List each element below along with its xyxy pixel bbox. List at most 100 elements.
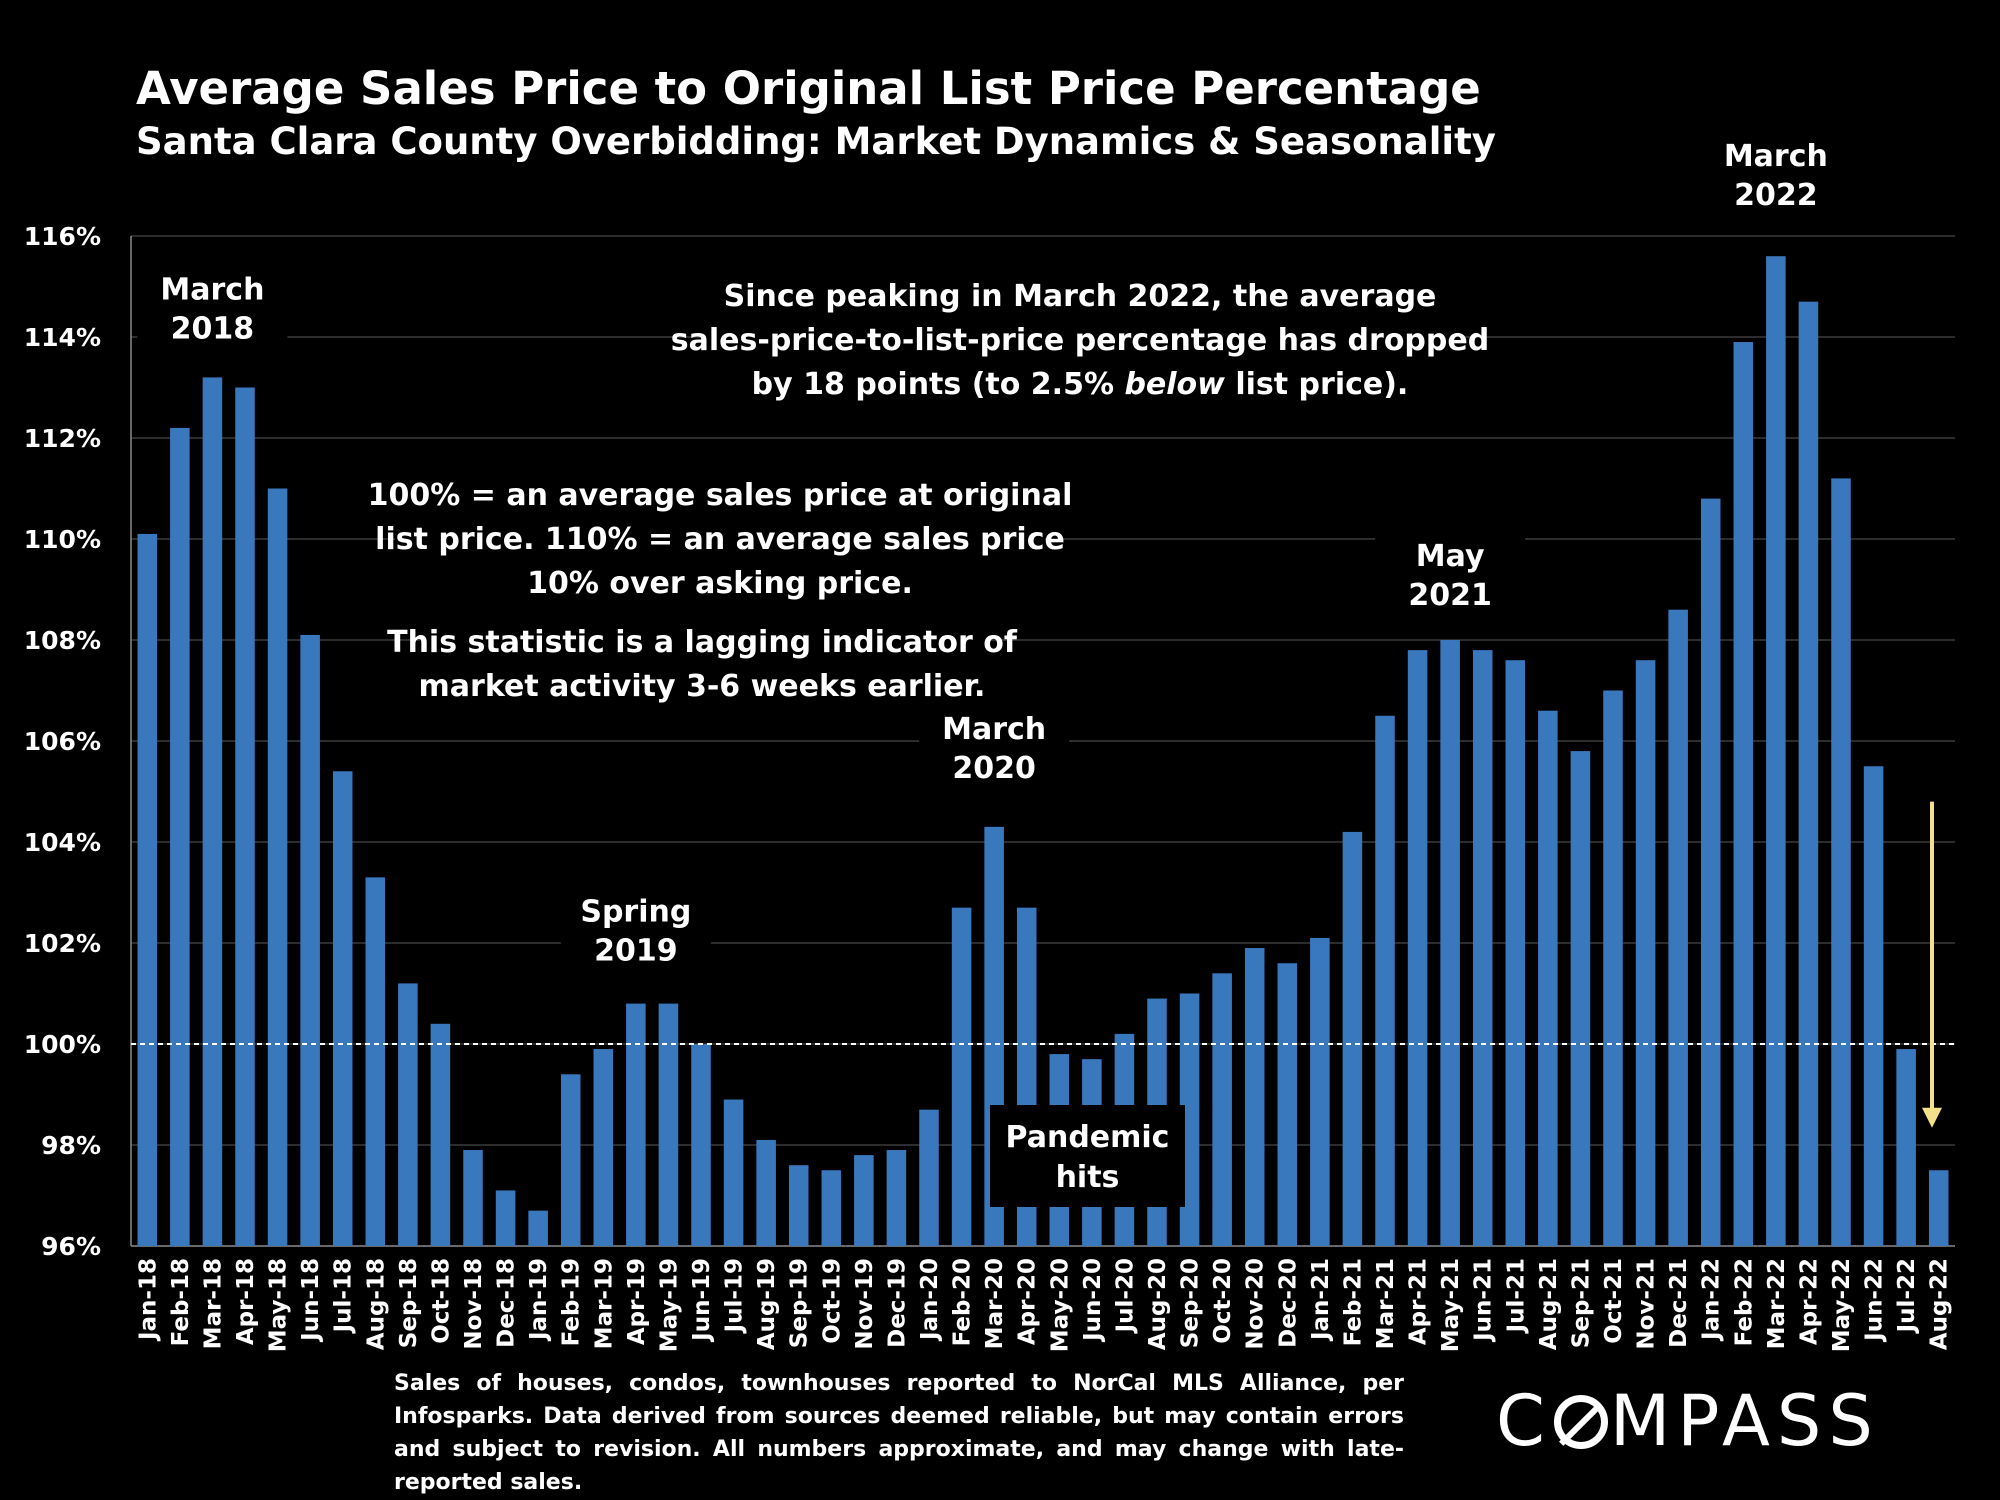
note-line: sales-price-to-list-price percentage has… (671, 323, 1489, 358)
x-tick-label: Oct-21 (1601, 1258, 1627, 1344)
note-line: by 18 points (to 2.5% below list price). (752, 367, 1409, 402)
bar (528, 1210, 548, 1246)
x-tick-label: May-19 (656, 1258, 682, 1352)
bar (1472, 650, 1493, 1246)
bar (691, 1044, 711, 1246)
bar (1538, 710, 1558, 1246)
x-tick-label: Sep-18 (396, 1258, 422, 1348)
x-tick-label: May-22 (1829, 1258, 1855, 1352)
x-tick-label: Apr-22 (1796, 1258, 1822, 1345)
note-line: 100% = an average sales price at origina… (368, 478, 1073, 513)
bar (332, 771, 353, 1246)
annotation-label: hits (1056, 1160, 1120, 1195)
annotation-label: 2022 (1734, 178, 1818, 213)
y-tick-label: 100% (24, 1030, 101, 1059)
y-tick-label: 112% (24, 424, 101, 453)
y-tick-label: 104% (24, 828, 101, 857)
x-tick-label: Aug-18 (363, 1258, 389, 1350)
x-tick-label: Jul-19 (722, 1258, 748, 1334)
x-tick-label: Feb-21 (1340, 1258, 1366, 1346)
note-line: 10% over asking price. (527, 566, 913, 601)
y-axis-ticks: 96% 98% 100% 102% 104% 106% 108% 110% 112% 114% 11… (24, 222, 101, 1261)
x-tick-label: Apr-20 (1015, 1258, 1041, 1345)
note-line: This statistic is a lagging indicator of (387, 625, 1018, 660)
bar (1733, 342, 1754, 1246)
x-tick-label: Dec-19 (884, 1258, 910, 1348)
x-tick-label: Jul-20 (1112, 1258, 1138, 1334)
annotation-label: May (1416, 539, 1485, 574)
bar (137, 533, 158, 1246)
bar (658, 1003, 679, 1246)
x-tick-label: May-18 (266, 1258, 292, 1352)
bar (626, 1003, 646, 1246)
x-tick-label: Mar-21 (1373, 1258, 1399, 1349)
bar (170, 427, 190, 1246)
x-tick-label: Jun-20 (1080, 1258, 1106, 1343)
x-tick-label: Feb-22 (1731, 1258, 1757, 1346)
bar (1831, 478, 1851, 1246)
bar (235, 387, 255, 1246)
annotation-label: Spring (580, 895, 691, 930)
x-tick-label: Aug-22 (1927, 1258, 1953, 1350)
y-tick-label: 114% (24, 323, 101, 352)
annotation-label: March (1724, 139, 1828, 174)
bar (1570, 751, 1591, 1246)
bar (1635, 660, 1656, 1246)
logo-text-end: MPASS (1609, 1380, 1880, 1462)
bar (1310, 937, 1330, 1246)
bar (495, 1190, 516, 1246)
x-tick-label: Mar-22 (1764, 1258, 1790, 1349)
x-tick-label: Nov-19 (852, 1258, 878, 1350)
x-tick-label: Dec-20 (1275, 1258, 1301, 1348)
x-tick-label: Dec-21 (1666, 1258, 1692, 1348)
x-tick-label: Sep-21 (1568, 1258, 1594, 1348)
x-tick-label: Oct-18 (428, 1258, 454, 1344)
y-tick-label: 106% (24, 727, 101, 756)
x-tick-label: Apr-21 (1406, 1258, 1432, 1345)
compass-logo: C MPASS (1496, 1380, 1880, 1462)
annotation-bg (1375, 528, 1526, 614)
annotation-bg (919, 700, 1070, 787)
annotation-bg (560, 883, 711, 970)
annotation-bg (1700, 128, 1851, 215)
bar (1212, 973, 1232, 1246)
pandemic-callout-box (990, 1105, 1185, 1207)
x-tick-label: Jul-18 (331, 1258, 357, 1334)
bar (1668, 609, 1688, 1246)
annotation-label: 2021 (1408, 578, 1492, 613)
x-tick-label: Jan-20 (917, 1258, 943, 1342)
y-tick-label: 116% (24, 222, 101, 251)
x-tick-label: Jun-22 (1862, 1258, 1888, 1343)
bar (1342, 831, 1363, 1246)
x-tick-label: Sep-19 (787, 1258, 813, 1348)
compass-o-icon (1553, 1395, 1608, 1449)
annotation-label: March (160, 272, 264, 307)
logo-text-start: C (1496, 1380, 1552, 1462)
annotation-bg (137, 261, 288, 348)
bar (267, 488, 288, 1246)
x-tick-label: Oct-19 (819, 1258, 845, 1344)
x-tick-label: Jan-21 (1308, 1258, 1334, 1342)
x-tick-label: Nov-21 (1634, 1258, 1660, 1350)
bar (300, 634, 320, 1246)
bar (951, 907, 972, 1246)
x-tick-label: Aug-20 (1145, 1258, 1171, 1350)
bar (1700, 498, 1721, 1247)
bars (131, 256, 1955, 1247)
x-tick-label: Mar-20 (982, 1258, 1008, 1349)
bar (1798, 301, 1819, 1246)
annotation-label: 2018 (171, 311, 255, 346)
bar (1928, 1170, 1949, 1246)
annotation-label: 2019 (594, 934, 678, 969)
x-tick-label: Jan-18 (135, 1258, 161, 1342)
note-bg (700, 268, 1460, 412)
bar (919, 1109, 939, 1246)
x-tick-label: Jun-18 (298, 1258, 324, 1343)
x-tick-label: Feb-18 (168, 1258, 194, 1346)
y-tick-label: 98% (41, 1131, 101, 1160)
y-tick-label: 108% (24, 626, 101, 655)
note-bg (420, 614, 985, 714)
bar (821, 1170, 842, 1246)
x-tick-label: Jan-22 (1699, 1258, 1725, 1342)
